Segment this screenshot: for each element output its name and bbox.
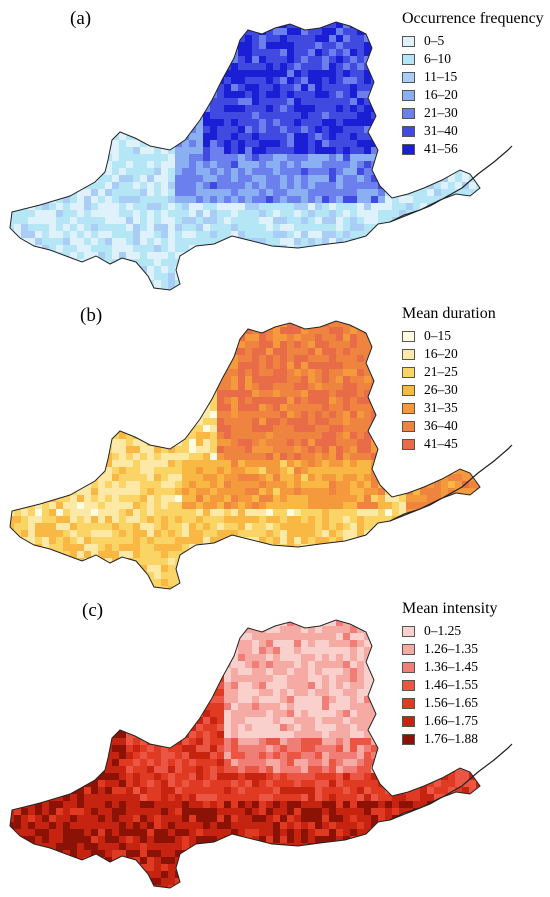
panel-label: (c) — [82, 600, 104, 621]
legend-swatch — [402, 643, 415, 655]
legend-swatch — [402, 330, 415, 342]
legend-title: Occurrence frequency — [402, 10, 544, 27]
legend-label: 41–56 — [424, 141, 458, 156]
legend-item: 1.26–1.35 — [402, 640, 498, 658]
legend-occurrence-frequency: Occurrence frequency 0–5 6–10 11–15 16–20 21… — [402, 10, 544, 158]
legend-swatch — [402, 402, 415, 414]
legend-swatch — [402, 89, 415, 101]
river-outline — [389, 444, 513, 522]
legend-label: 26–30 — [424, 382, 458, 397]
legend-item: 21–25 — [402, 363, 496, 381]
legend-label: 1.66–1.75 — [424, 713, 478, 728]
legend-item: 0–15 — [402, 327, 496, 345]
legend-item: 16–20 — [402, 86, 544, 104]
legend-swatch — [402, 438, 415, 450]
legend-swatch — [402, 384, 415, 396]
panel-mean-duration: (b) Mean duration 0–15 16–20 21–25 26–30 31–… — [0, 299, 550, 598]
legend-swatch — [402, 625, 415, 637]
legend-swatch — [402, 661, 415, 673]
legend-item: 1.36–1.45 — [402, 658, 498, 676]
legend-label: 41–45 — [424, 436, 458, 451]
legend-swatch — [402, 35, 415, 47]
legend-label: 0–15 — [424, 328, 451, 343]
river-outline — [389, 743, 513, 821]
panel-label: (b) — [80, 305, 103, 326]
legend-swatch — [402, 71, 415, 83]
legend-title: Mean intensity — [402, 600, 498, 617]
legend-swatch — [402, 697, 415, 709]
mean-duration-map — [9, 320, 513, 590]
legend-item: 1.76–1.88 — [402, 730, 498, 748]
legend-label: 0–1.25 — [424, 623, 462, 638]
legend-label: 1.46–1.55 — [424, 677, 478, 692]
legend-item: 1.66–1.75 — [402, 712, 498, 730]
legend-swatch — [402, 420, 415, 432]
legend-title: Mean duration — [402, 305, 496, 322]
legend-swatch — [402, 107, 415, 119]
legend-item: 11–15 — [402, 68, 544, 86]
legend-swatch — [402, 679, 415, 691]
legend-mean-intensity: Mean intensity 0–1.25 1.26–1.35 1.36–1.45 1… — [402, 600, 498, 748]
basin-outline — [9, 619, 481, 889]
legend-label: 1.76–1.88 — [424, 731, 478, 746]
legend-item: 41–45 — [402, 435, 496, 453]
legend-swatch — [402, 143, 415, 155]
legend-item: 31–40 — [402, 122, 544, 140]
legend-swatch — [402, 733, 415, 745]
legend-label: 1.36–1.45 — [424, 659, 478, 674]
legend-item: 26–30 — [402, 381, 496, 399]
legend-item: 16–20 — [402, 345, 496, 363]
legend-label: 1.56–1.65 — [424, 695, 478, 710]
panel-occurrence-frequency: (a) Occurrence frequency 0–5 6–10 11–15 16–… — [0, 0, 550, 299]
basin-outline — [9, 21, 481, 291]
panel-mean-intensity: (c) Mean intensity 0–1.25 1.26–1.35 1.36–1… — [0, 598, 550, 897]
legend-swatch — [402, 53, 415, 65]
legend-item: 1.46–1.55 — [402, 676, 498, 694]
legend-label: 36–40 — [424, 418, 458, 433]
legend-label: 16–20 — [424, 87, 458, 102]
legend-item: 6–10 — [402, 50, 544, 68]
panel-label: (a) — [70, 8, 92, 29]
legend-label: 21–25 — [424, 364, 458, 379]
legend-label: 16–20 — [424, 346, 458, 361]
legend-item: 36–40 — [402, 417, 496, 435]
legend-swatch — [402, 348, 415, 360]
legend-item: 21–30 — [402, 104, 544, 122]
legend-label: 21–30 — [424, 105, 458, 120]
legend-swatch — [402, 366, 415, 378]
legend-item: 1.56–1.65 — [402, 694, 498, 712]
legend-item: 31–35 — [402, 399, 496, 417]
legend-item: 0–1.25 — [402, 622, 498, 640]
mean-intensity-map — [9, 619, 513, 889]
legend-item: 41–56 — [402, 140, 544, 158]
legend-label: 0–5 — [424, 33, 445, 48]
legend-label: 1.26–1.35 — [424, 641, 478, 656]
legend-label: 31–35 — [424, 400, 458, 415]
legend-label: 11–15 — [424, 69, 458, 84]
legend-item: 0–5 — [402, 32, 544, 50]
legend-mean-duration: Mean duration 0–15 16–20 21–25 26–30 31–35 36… — [402, 305, 496, 453]
legend-label: 6–10 — [424, 51, 451, 66]
legend-swatch — [402, 125, 415, 137]
legend-swatch — [402, 715, 415, 727]
basin-outline — [9, 320, 481, 590]
river-outline — [389, 145, 513, 223]
legend-label: 31–40 — [424, 123, 458, 138]
